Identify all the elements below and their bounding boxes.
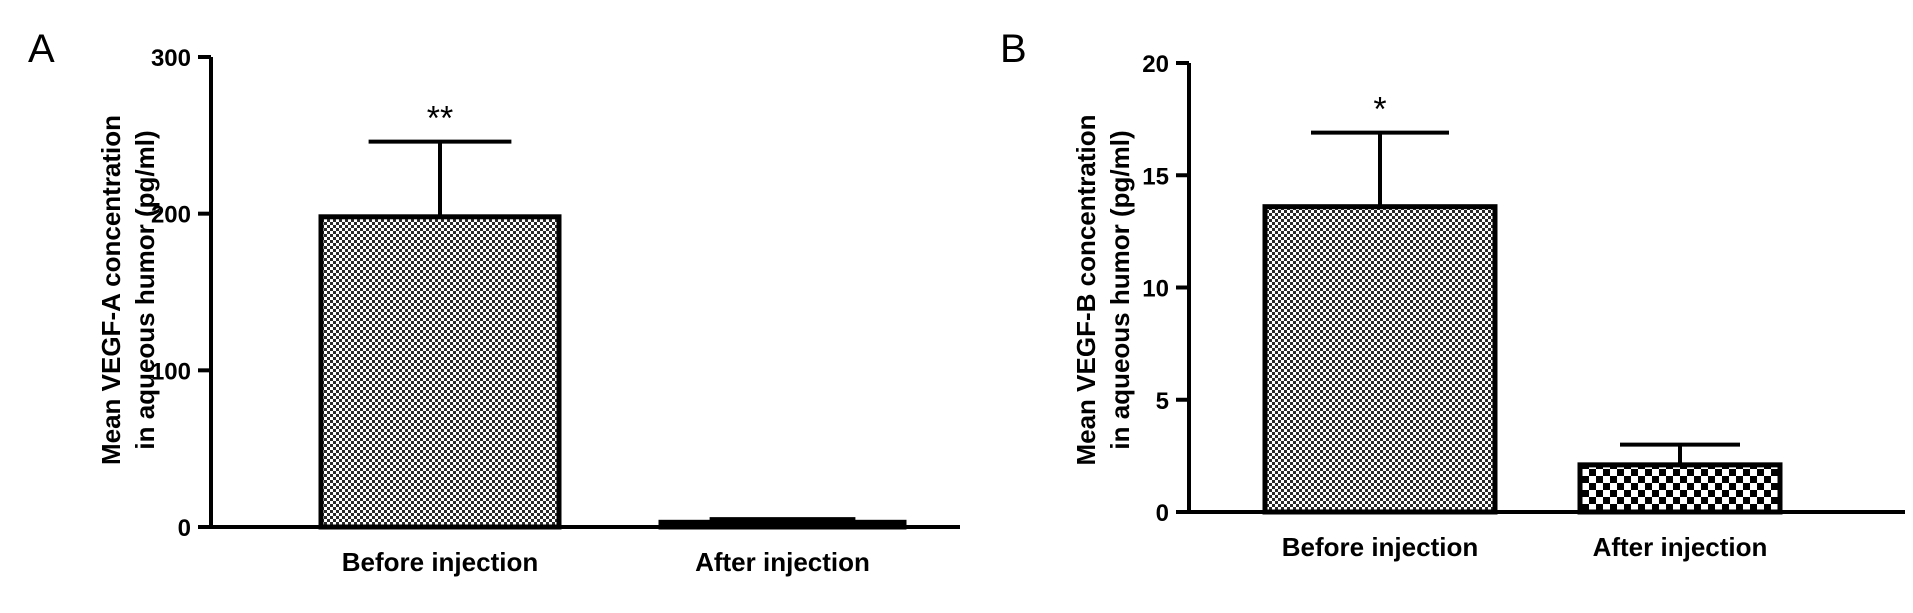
bar-b-2 <box>1577 462 1783 515</box>
y-axis-label-b-line2: in aqueous humor (pg/ml) <box>1105 130 1135 449</box>
significance-label-a-1: ** <box>427 100 453 138</box>
y-axis-label-a-line1: Mean VEGF-A concentration <box>96 115 126 465</box>
bar-b-1 <box>1262 204 1498 515</box>
x-tick-label-b-2: After injection <box>1593 532 1768 562</box>
y-tick-label-b-20: 20 <box>1142 51 1169 78</box>
y-tick-label-b-0: 0 <box>1156 500 1169 527</box>
y-tick-label-a-0: 0 <box>178 515 191 542</box>
chart-panel-a: 0 100 200 300 Before injection ** After inject… <box>151 45 960 577</box>
chart-panel-b: 0 5 10 15 20 Before injection * After injection <box>1142 51 1905 562</box>
x-tick-label-a-1: Before injection <box>342 547 538 577</box>
panel-letter-b: B <box>1000 27 1027 71</box>
y-tick-label-a-100: 100 <box>151 358 191 385</box>
bar-a-1 <box>318 214 562 530</box>
bar-a-2 <box>658 519 907 530</box>
panel-letter-a: A <box>28 27 55 71</box>
x-tick-label-a-2: After injection <box>695 547 870 577</box>
y-axis-label-b-line1: Mean VEGF-B concentration <box>1071 114 1101 465</box>
significance-label-b-1: * <box>1373 91 1386 129</box>
y-tick-label-b-15: 15 <box>1142 163 1169 190</box>
y-tick-label-a-300: 300 <box>151 45 191 72</box>
y-axis-label-a-line2: in aqueous humor (pg/ml) <box>130 130 160 449</box>
y-tick-label-b-10: 10 <box>1142 276 1169 303</box>
y-tick-label-b-5: 5 <box>1156 388 1169 415</box>
y-tick-label-a-200: 200 <box>151 202 191 229</box>
x-tick-label-b-1: Before injection <box>1282 532 1478 562</box>
